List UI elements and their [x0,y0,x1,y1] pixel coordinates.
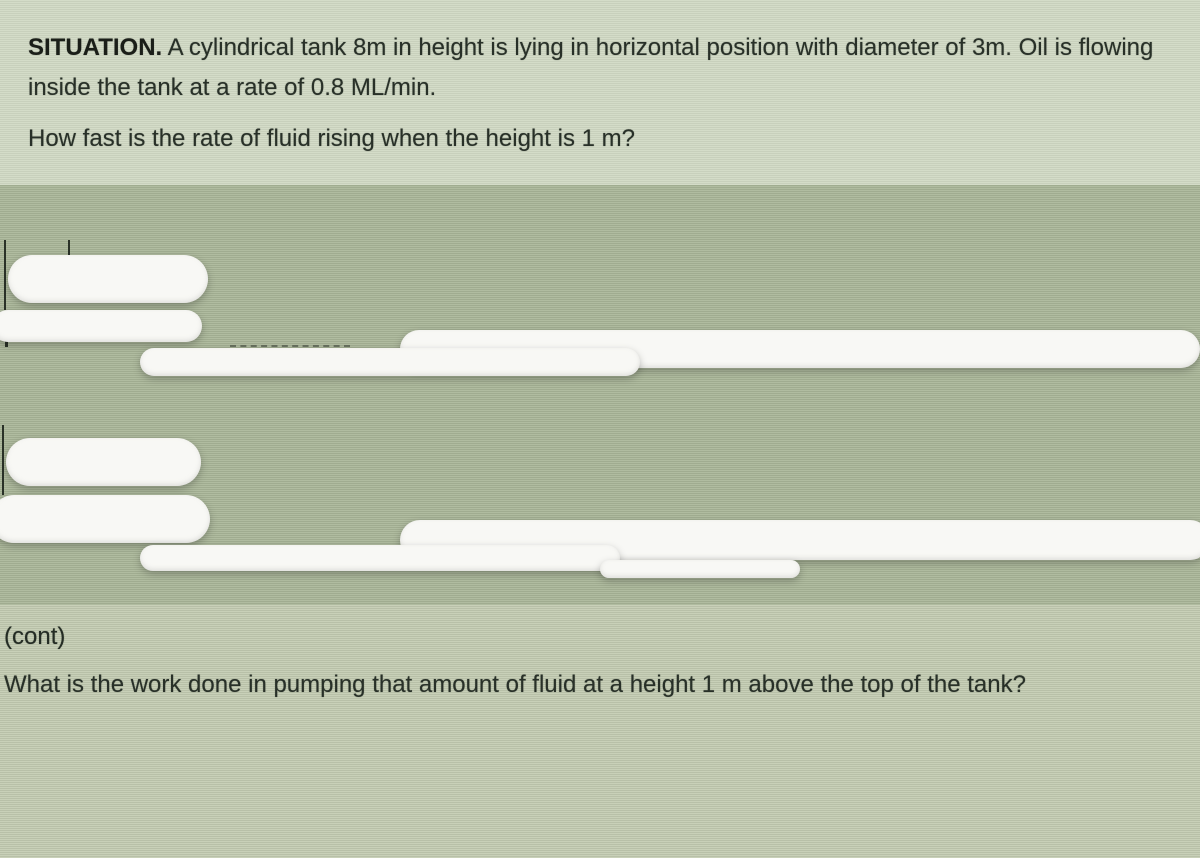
redaction-mark [8,255,208,303]
redaction-mark [0,495,210,543]
section-situation: SITUATION. A cylindrical tank 8m in heig… [0,0,1200,185]
cont-label: (cont) [4,623,1192,651]
question-2: What is the work done in pumping that am… [4,665,1192,706]
sketch-mark [2,425,4,495]
redaction-mark [140,545,620,571]
section-redacted-work [0,185,1200,605]
redaction-mark [600,560,800,578]
section-continuation: (cont) What is the work done in pumping … [0,605,1200,858]
question-1: How fast is the rate of fluid rising whe… [28,125,1172,153]
document-page: SITUATION. A cylindrical tank 8m in heig… [0,0,1200,858]
situation-paragraph: SITUATION. A cylindrical tank 8m in heig… [28,28,1172,107]
redaction-mark [6,438,201,486]
redaction-mark [140,348,640,376]
situation-label: SITUATION. [28,34,162,61]
dash-mark [230,345,350,347]
redaction-mark [0,310,202,342]
situation-body: A cylindrical tank 8m in height is lying… [28,34,1153,101]
sketch-mark [4,240,6,310]
